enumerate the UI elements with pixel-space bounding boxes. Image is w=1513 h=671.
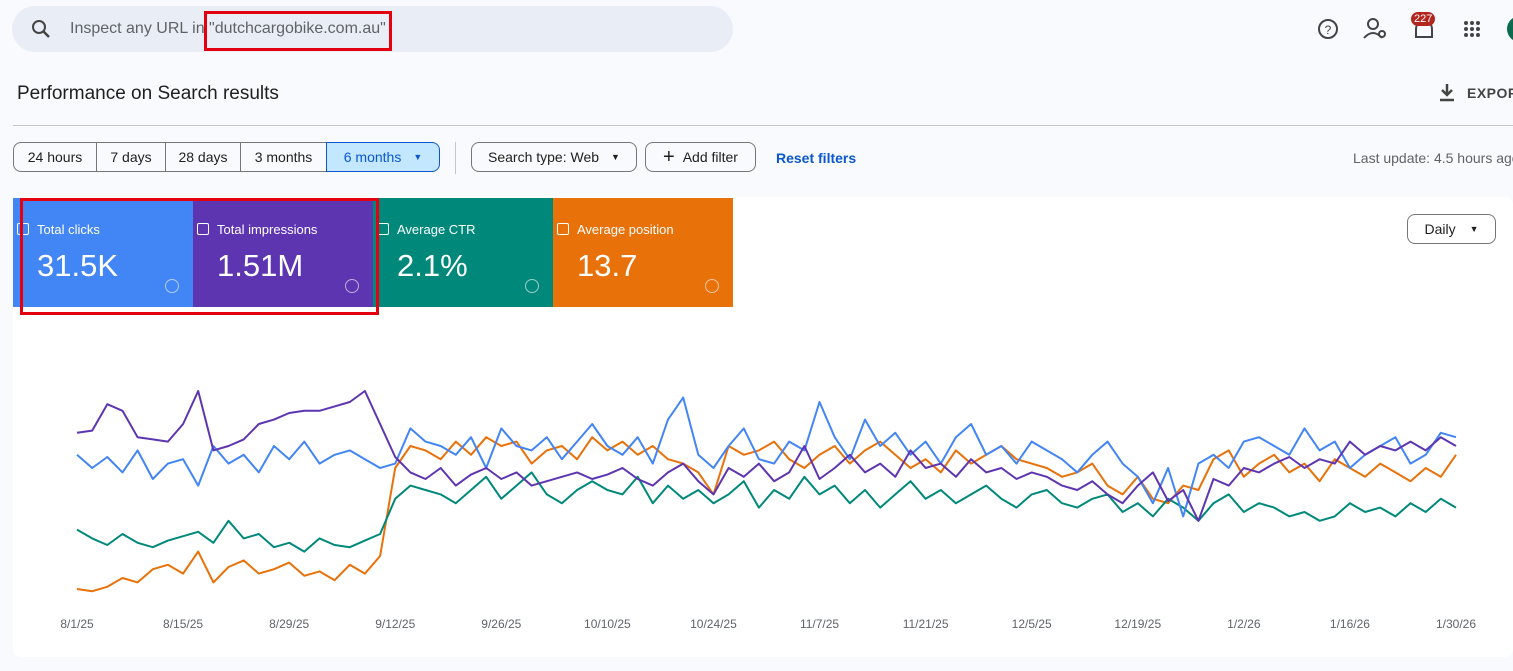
x-tick-label: 12/5/25 [1012, 617, 1052, 631]
page-title: Performance on Search results [17, 83, 279, 104]
x-tick-label: 8/1/25 [60, 617, 94, 631]
search-type-label: Search type: Web [488, 149, 600, 165]
search-icon [32, 20, 50, 38]
svg-text:?: ? [1325, 23, 1332, 37]
metric-card[interactable]: Total impressions 1.51M [193, 198, 373, 307]
highlight-box [20, 198, 379, 315]
range-button[interactable]: 28 days [165, 142, 241, 172]
help-icon [705, 279, 719, 293]
x-tick-label: 9/26/25 [481, 617, 521, 631]
help-icon [525, 279, 539, 293]
metric-value: 13.7 [577, 248, 638, 283]
help-icon [345, 279, 359, 293]
metric-value: 2.1% [397, 248, 468, 283]
range-button[interactable]: 7 days [96, 142, 166, 172]
metric-value: 1.51M [217, 248, 304, 283]
granularity-select[interactable]: Daily ▼ [1407, 214, 1496, 244]
x-tick-label: 10/10/25 [584, 617, 631, 631]
search-type[interactable]: Search type: Web ▼ [471, 142, 637, 172]
series-line [76, 396, 1457, 518]
export-button[interactable]: EXPORT [1467, 85, 1513, 101]
reset-filters[interactable]: Reset filters [776, 150, 857, 166]
last-update: Last update: 4.5 hours ago [1353, 150, 1513, 166]
separator [455, 142, 456, 174]
add-filter[interactable]: + Add filter [645, 142, 756, 172]
x-tick-label: 10/24/25 [690, 617, 737, 631]
x-tick-label: 1/30/26 [1436, 617, 1476, 631]
search-placeholder: Inspect any URL in "dutchcargobike.com.a… [70, 20, 386, 37]
metric-card[interactable]: Average CTR 2.1% [373, 198, 553, 307]
help-icon [165, 279, 179, 293]
series-line [76, 471, 1457, 553]
range-button[interactable]: 3 months [240, 142, 327, 172]
notification-badge: 227 [1411, 12, 1436, 26]
x-tick-label: 9/12/25 [375, 617, 415, 631]
series-line [76, 390, 1457, 522]
x-tick-label: 1/16/26 [1330, 617, 1370, 631]
range-button[interactable]: 6 months ▼ [326, 142, 440, 172]
dropdown-arrow: ▼ [413, 152, 423, 162]
highlight-box [204, 11, 392, 51]
metric-label: Total impressions [196, 222, 318, 237]
x-tick-label: 12/19/25 [1114, 617, 1161, 631]
add-filter-label: Add filter [682, 149, 738, 165]
x-tick-label: 8/15/25 [163, 617, 203, 631]
series-line [76, 436, 1457, 593]
metric-label: Average position [557, 222, 674, 237]
divider [13, 125, 1513, 126]
x-tick-label: 11/7/25 [800, 617, 839, 631]
metric-card[interactable]: Average position 13.7 [553, 198, 733, 307]
toolbar-icons[interactable]: ? [1310, 10, 1513, 50]
x-tick-label: 8/29/25 [269, 617, 309, 631]
export-icon [1440, 84, 1454, 102]
metric-card[interactable]: Total clicks 31.5K [13, 198, 193, 307]
x-tick-label: 11/21/25 [903, 617, 949, 631]
metric-label: Total clicks [17, 222, 100, 237]
metric-value: 31.5K [37, 248, 119, 283]
granularity-label: Daily [1424, 221, 1456, 237]
x-tick-label: 1/2/26 [1227, 617, 1261, 631]
